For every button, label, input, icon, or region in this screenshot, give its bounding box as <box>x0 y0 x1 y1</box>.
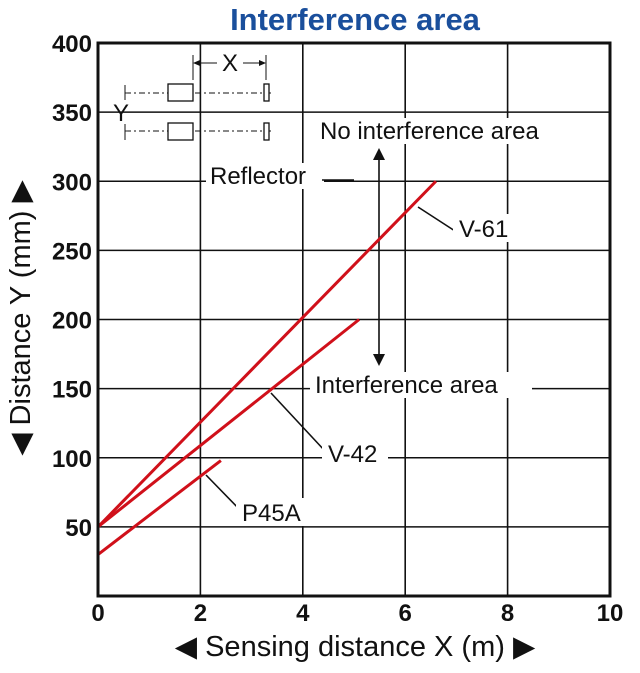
y-tick-label: 250 <box>52 238 92 265</box>
inset-y-label: Y <box>113 100 129 127</box>
x-tick-label: 6 <box>399 600 412 627</box>
x-axis-label: ◀ Sensing distance X (m) ▶ <box>175 631 536 663</box>
y-tick-label: 150 <box>52 377 92 404</box>
reflector-upper <box>263 83 270 102</box>
no-interference-bg <box>312 118 580 144</box>
y-tick-label: 50 <box>65 515 92 542</box>
y-tick-label: 350 <box>52 100 92 127</box>
sensor-head-upper <box>167 83 194 102</box>
x-tick-label: 8 <box>501 600 514 627</box>
x-tick-label: 0 <box>91 600 104 627</box>
v61-leader <box>417 206 456 232</box>
tick-labels: 0 2 4 6 8 10 50 100 150 200 250 300 350 400 <box>52 31 623 627</box>
x-tick-label: 2 <box>194 600 207 627</box>
sensor-head-lower <box>167 122 194 141</box>
y-tick-label: 200 <box>52 308 92 335</box>
y-tick-label: 100 <box>52 446 92 473</box>
range-arrow <box>373 148 385 366</box>
y-tick-label: 300 <box>52 169 92 196</box>
range-arrowhead-down <box>373 354 385 366</box>
series-label-p45a: P45A <box>242 500 301 527</box>
y-axis-label: ◀ Distance Y (mm) ▶ <box>5 180 37 456</box>
v42-leader <box>270 392 326 452</box>
reflector-label-bg <box>206 163 324 189</box>
reflector-label: Reflector <box>210 163 306 190</box>
v42-label-bg <box>322 439 388 467</box>
inset-x-label: X <box>222 50 238 77</box>
x-arrowhead-right <box>259 60 266 66</box>
v61-label-bg <box>453 214 519 242</box>
x-tick-label: 10 <box>597 600 624 627</box>
sensor-diagram: X Y <box>113 50 272 141</box>
reflector-lower <box>263 122 270 141</box>
series-label-v42: V-42 <box>328 441 377 468</box>
series-line-p45a <box>97 459 222 556</box>
y-tick-label: 400 <box>52 31 92 58</box>
range-arrowhead-up <box>373 148 385 160</box>
chart-title: Interference area <box>230 2 481 37</box>
x-tick-label: 4 <box>296 600 310 627</box>
series-label-v61: V-61 <box>459 216 508 243</box>
series-line-v61 <box>96 180 437 528</box>
plot-frame <box>96 41 612 598</box>
interference-bg <box>310 372 532 398</box>
x-arrowhead-left <box>193 60 200 66</box>
series-lines <box>96 180 437 556</box>
p45a-label-bg <box>236 498 314 526</box>
series-line-v42 <box>97 318 361 529</box>
interference-label: Interference area <box>315 372 498 399</box>
no-interference-label: No interference area <box>320 118 539 145</box>
